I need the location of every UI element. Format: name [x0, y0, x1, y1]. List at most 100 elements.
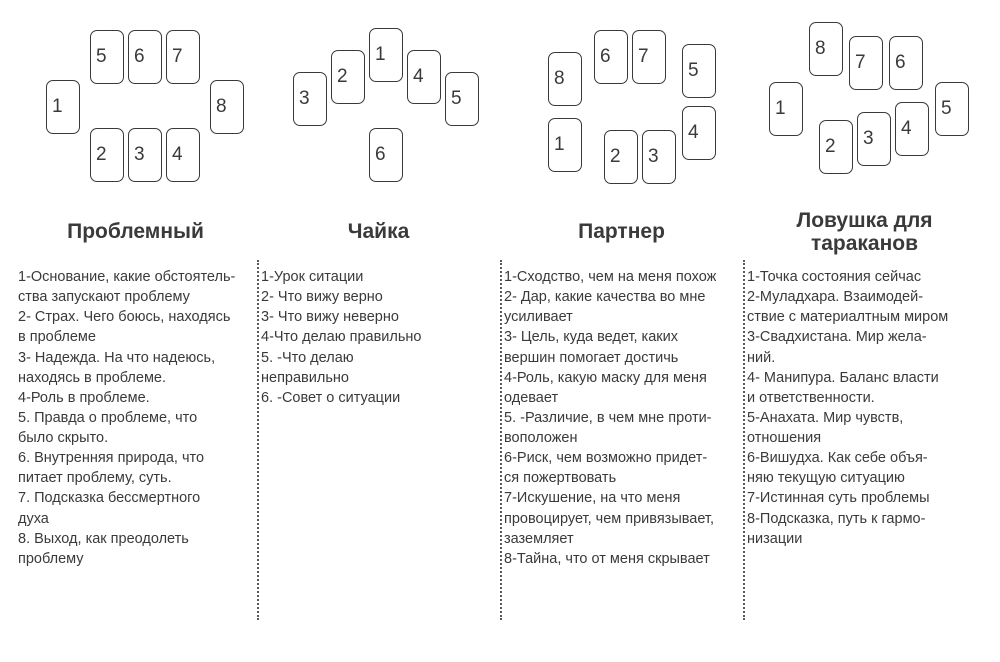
card: 4 — [682, 106, 716, 160]
legend-line: няю текущую ситуацию — [747, 469, 982, 488]
card: 4 — [407, 50, 441, 104]
legend-line: ства запускают проблему — [18, 288, 253, 307]
cards-area-partner: 8 1 6 7 2 3 5 4 — [504, 10, 739, 200]
card: 8 — [548, 52, 582, 106]
column-divider — [257, 260, 259, 620]
card: 6 — [889, 36, 923, 90]
card: 4 — [895, 102, 929, 156]
card: 5 — [935, 82, 969, 136]
legend-line: 8. Выход, как преодолеть — [18, 530, 253, 549]
legend-line: вершин помогает достичь — [504, 349, 739, 368]
legend-line: 6. Внутренняя природа, что — [18, 449, 253, 468]
card: 4 — [166, 128, 200, 182]
legend-line: было скрыто. — [18, 429, 253, 448]
card: 7 — [632, 30, 666, 84]
card: 6 — [128, 30, 162, 84]
legend-line: 5. Правда о проблеме, что — [18, 409, 253, 428]
legend-line: низации — [747, 530, 982, 549]
legend-line: 5. -Что делаю — [261, 349, 496, 368]
cards-area-problem: 1 5 6 7 2 3 4 8 — [18, 10, 253, 200]
legend-line: 5-Анахата. Мир чувств, — [747, 409, 982, 428]
card: 1 — [46, 80, 80, 134]
legend-line: 4-Роль в проблеме. — [18, 389, 253, 408]
legend-line: в проблеме — [18, 328, 253, 347]
card: 2 — [604, 130, 638, 184]
legend-line: 3- Цель, куда ведет, каких — [504, 328, 739, 347]
legend-line: воположен — [504, 429, 739, 448]
spread-title: Чайка — [261, 208, 496, 256]
card: 3 — [857, 112, 891, 166]
legend-line: духа — [18, 510, 253, 529]
legend-line: провоцирует, чем привязывает, — [504, 510, 739, 529]
legend-line: ствие с материалтным миром — [747, 308, 982, 327]
legend-line: 1-Точка состояния сейчас — [747, 268, 982, 287]
legend-line: 4-Что делаю правильно — [261, 328, 496, 347]
legend-line: одевает — [504, 389, 739, 408]
legend-line: 2- Дар, какие качества во мне — [504, 288, 739, 307]
card: 2 — [331, 50, 365, 104]
legend-line: 2- Что вижу верно — [261, 288, 496, 307]
card: 1 — [769, 82, 803, 136]
card: 5 — [445, 72, 479, 126]
page: 1 5 6 7 2 3 4 8 Проблемный 1-Основание, … — [0, 0, 1000, 662]
spread-tarakan: 8 1 7 6 2 3 4 5 Ловушка для тараканов 1-… — [743, 10, 986, 652]
legend-line: питает проблему, суть. — [18, 469, 253, 488]
card: 3 — [642, 130, 676, 184]
legend-line: 1-Урок ситации — [261, 268, 496, 287]
legend-line: 6-Вишудха. Как себе объя- — [747, 449, 982, 468]
legend-line: и ответственности. — [747, 389, 982, 408]
legend-line: 5. -Различие, в чем мне проти- — [504, 409, 739, 428]
legend-line: 3- Надежда. На что надеюсь, — [18, 349, 253, 368]
spread-title: Партнер — [504, 208, 739, 256]
card: 5 — [90, 30, 124, 84]
legend-line: 2-Муладхара. Взаимодей- — [747, 288, 982, 307]
spread-problem: 1 5 6 7 2 3 4 8 Проблемный 1-Основание, … — [14, 10, 257, 652]
legend-line: 1-Сходство, чем на меня похож — [504, 268, 739, 287]
card: 6 — [594, 30, 628, 84]
legend-line: 8-Тайна, что от меня скрывает — [504, 550, 739, 569]
card: 7 — [849, 36, 883, 90]
legend-line: 2- Страх. Чего боюсь, находясь — [18, 308, 253, 327]
spread-title: Ловушка для тараканов — [747, 208, 982, 256]
legend-line: 6-Риск, чем возможно придет- — [504, 449, 739, 468]
spread-partner: 8 1 6 7 2 3 5 4 Партнер 1-Сходство, чем … — [500, 10, 743, 652]
legend-line: 6. -Совет о ситуации — [261, 389, 496, 408]
column-divider — [743, 260, 745, 620]
legend-line: 4- Манипура. Баланс власти — [747, 369, 982, 388]
legend-line: проблему — [18, 550, 253, 569]
legend-line: ний. — [747, 349, 982, 368]
legend-line: 1-Основание, какие обстоятель- — [18, 268, 253, 287]
legend-line: 3- Что вижу неверно — [261, 308, 496, 327]
card: 1 — [369, 28, 403, 82]
legend-line: 7-Истинная суть проблемы — [747, 489, 982, 508]
card: 1 — [548, 118, 582, 172]
spread-legend: 1-Точка состояния сейчас2-Муладхара. Вза… — [747, 268, 982, 550]
card: 3 — [293, 72, 327, 126]
legend-line: 7. Подсказка бессмертного — [18, 489, 253, 508]
card: 2 — [90, 128, 124, 182]
card: 6 — [369, 128, 403, 182]
legend-line: находясь в проблеме. — [18, 369, 253, 388]
cards-area-tarakan: 8 1 7 6 2 3 4 5 — [747, 10, 982, 200]
card: 7 — [166, 30, 200, 84]
spread-legend: 1-Сходство, чем на меня похож2- Дар, как… — [504, 268, 739, 570]
card: 8 — [809, 22, 843, 76]
spread-title: Проблемный — [18, 208, 253, 256]
card: 2 — [819, 120, 853, 174]
legend-line: отношения — [747, 429, 982, 448]
spread-legend: 1-Урок ситации2- Что вижу верно3- Что ви… — [261, 268, 496, 409]
legend-line: 8-Подсказка, путь к гармо- — [747, 510, 982, 529]
spread-legend: 1-Основание, какие обстоятель-ства запус… — [18, 268, 253, 570]
card: 5 — [682, 44, 716, 98]
legend-line: 4-Роль, какую маску для меня — [504, 369, 739, 388]
column-divider — [500, 260, 502, 620]
card: 3 — [128, 128, 162, 182]
legend-line: 7-Искушение, на что меня — [504, 489, 739, 508]
card: 8 — [210, 80, 244, 134]
legend-line: ся пожертвовать — [504, 469, 739, 488]
legend-line: 3-Свадхистана. Мир жела- — [747, 328, 982, 347]
cards-area-chaika: 1 2 4 3 5 6 — [261, 10, 496, 200]
legend-line: усиливает — [504, 308, 739, 327]
spread-chaika: 1 2 4 3 5 6 Чайка 1-Урок ситации2- Что в… — [257, 10, 500, 652]
legend-line: неправильно — [261, 369, 496, 388]
